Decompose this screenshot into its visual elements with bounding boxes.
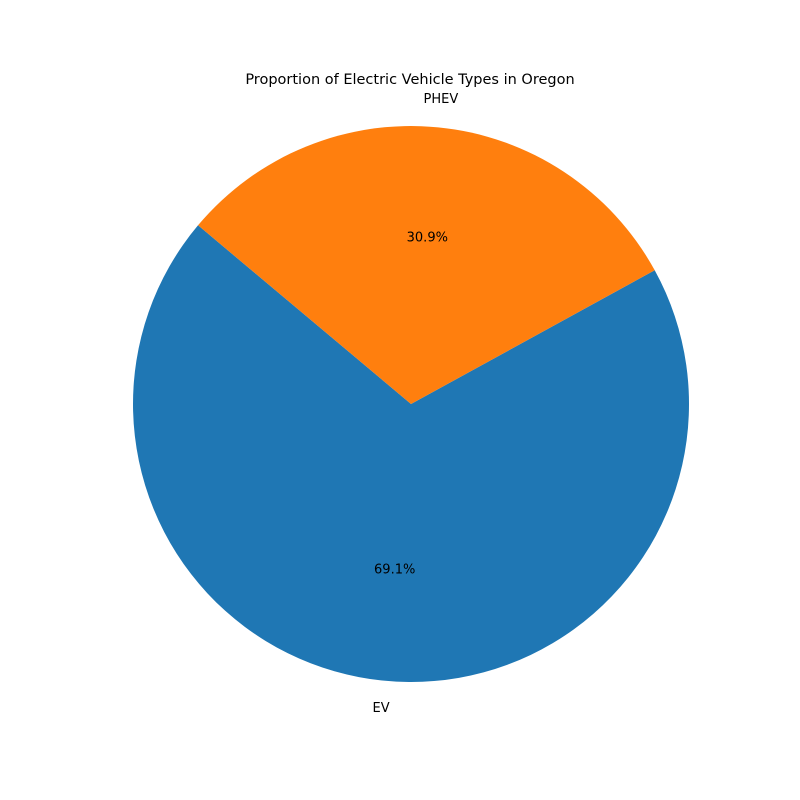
slice-percent-phev: 30.9% — [407, 231, 448, 246]
pie-slice-ev — [133, 225, 690, 682]
pie-slice-phev — [198, 125, 655, 405]
chart-title: Proportion of Electric Vehicle Types in … — [245, 72, 575, 88]
slice-percent-ev: 69.1% — [374, 563, 415, 578]
slice-label-phev: PHEV — [424, 92, 459, 107]
slice-label-ev: EV — [373, 701, 390, 716]
